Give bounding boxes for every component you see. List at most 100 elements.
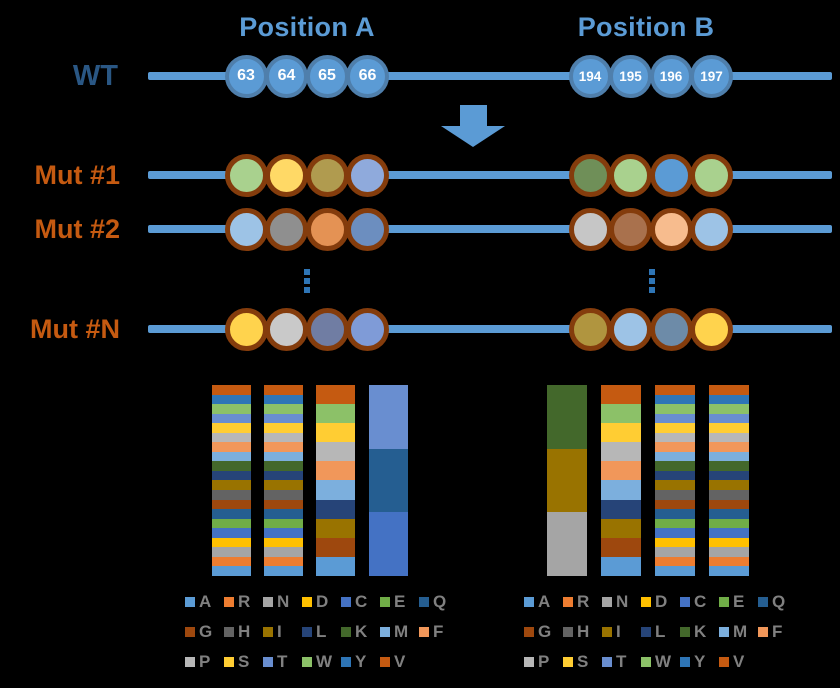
bar-segment-K — [709, 461, 749, 471]
legend-swatch — [602, 627, 612, 637]
legend-swatch — [758, 597, 768, 607]
legend-letter: V — [733, 652, 745, 671]
bar-segment-F — [655, 442, 695, 452]
legend-item: F — [758, 623, 782, 640]
bar-segment-P — [655, 432, 695, 443]
mutant-residue-circle — [346, 153, 389, 197]
bar-segment-V — [316, 385, 355, 405]
mutant-label: Mut #2 — [34, 214, 120, 244]
stacked-bar — [709, 385, 749, 576]
mutant-label: Mut #N — [30, 314, 120, 344]
legend-letter: T — [616, 652, 627, 671]
legend-letter: M — [733, 622, 748, 641]
wt-residue-circle: 64 — [265, 54, 308, 98]
bar-segment-N — [264, 547, 303, 557]
bar-segment-N — [655, 547, 695, 557]
legend-letter: N — [616, 592, 629, 611]
legend-swatch — [419, 627, 429, 637]
bar-segment-T — [264, 413, 303, 424]
legend-item: Y — [341, 653, 366, 670]
legend-item: H — [563, 623, 589, 640]
legend-letter: C — [694, 592, 707, 611]
bar-segment-P — [709, 432, 749, 443]
legend-item: M — [719, 622, 748, 641]
legend-swatch — [719, 627, 729, 637]
stacked-bar — [212, 385, 251, 576]
mutant-residue-circle — [265, 307, 308, 351]
mutant-residue-circle — [346, 307, 389, 351]
legend-letter: L — [655, 622, 666, 641]
bar-segment-F — [316, 461, 355, 481]
bar-segment-R — [264, 556, 303, 567]
bar-segment-L — [316, 499, 355, 519]
legend-letter: P — [199, 652, 211, 671]
legend-swatch — [185, 657, 195, 667]
legend-swatch — [524, 597, 534, 607]
legend-swatch — [419, 597, 429, 607]
bar-segment-W — [655, 404, 695, 414]
bar-segment-I — [316, 518, 355, 538]
legend-letter: L — [316, 622, 327, 641]
bar-segment-P — [212, 432, 251, 443]
legend-letter: E — [394, 592, 406, 611]
bar-segment-D — [264, 537, 303, 548]
bar-segment-V — [601, 385, 641, 405]
bar-segment-C — [264, 528, 303, 538]
legend-item: K — [341, 623, 367, 640]
bar-segment-V — [264, 385, 303, 395]
mutant-residue-circle — [305, 207, 349, 251]
legend-item: A — [524, 593, 550, 610]
bar-segment-E — [709, 518, 749, 529]
ellipsis-dot — [304, 278, 310, 284]
legend-letter: Q — [433, 592, 447, 611]
mutant-residue-circle — [568, 307, 612, 351]
mutant-residue-circle — [224, 307, 268, 351]
legend-letter: C — [355, 592, 368, 611]
legend-item: C — [680, 592, 707, 611]
bar-segment-S — [212, 423, 251, 433]
bar-segment-Q — [369, 448, 408, 513]
bar-segment-H — [655, 490, 695, 500]
bar-segment-S — [709, 423, 749, 433]
legend-item: G — [524, 623, 551, 640]
bar-segment-Y — [655, 394, 695, 405]
legend-item: L — [302, 622, 327, 641]
bar-segment-W — [316, 404, 355, 424]
bar-segment-Y — [212, 394, 251, 405]
bar-segment-N — [547, 512, 587, 577]
mutant-residue-circle — [224, 153, 268, 197]
legend-swatch — [185, 597, 195, 607]
legend-swatch — [524, 657, 534, 667]
bar-segment-L — [212, 470, 251, 481]
bar-segment-I — [709, 480, 749, 491]
bar-segment-Q — [709, 509, 749, 519]
legend-item: I — [602, 623, 621, 640]
legend-swatch — [524, 627, 534, 637]
stacked-bar — [601, 385, 641, 576]
wt-residue-circle: 194 — [568, 54, 612, 98]
legend-item: C — [341, 592, 368, 611]
bar-segment-F — [212, 442, 251, 452]
legend-swatch — [341, 597, 351, 607]
legend-swatch — [263, 627, 273, 637]
bar-segment-Y — [709, 394, 749, 405]
bar-segment-A — [264, 566, 303, 576]
bar-segment-T — [655, 413, 695, 424]
legend-letter: T — [277, 652, 288, 671]
bar-segment-E — [212, 518, 251, 529]
legend-swatch — [224, 657, 234, 667]
legend-swatch — [224, 627, 234, 637]
bar-segment-L — [709, 470, 749, 481]
legend-item: D — [641, 593, 667, 610]
legend-letter: K — [694, 622, 707, 641]
bar-segment-C — [369, 512, 408, 577]
legend-item: Q — [758, 593, 785, 610]
legend-swatch — [380, 627, 390, 637]
bar-segment-C — [655, 528, 695, 538]
legend-letter: M — [394, 622, 409, 641]
bar-segment-M — [601, 480, 641, 500]
wt-label: WT — [72, 60, 118, 92]
legend-swatch — [602, 657, 612, 667]
mutant-residue-circle — [224, 207, 268, 251]
